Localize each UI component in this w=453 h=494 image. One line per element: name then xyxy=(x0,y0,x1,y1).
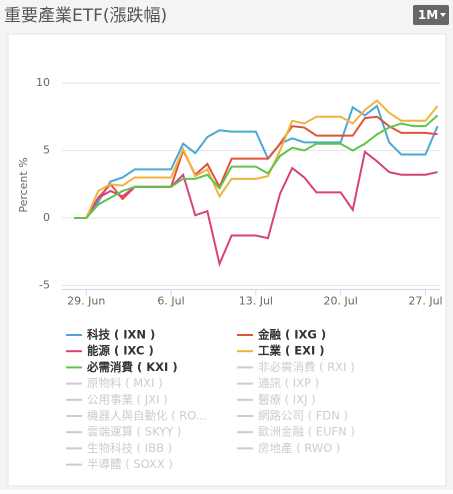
legend-item[interactable]: 通訊 ( IXP ) xyxy=(258,376,319,390)
legend-item[interactable]: 非必需消費 ( RXI ) xyxy=(258,360,355,374)
series-line xyxy=(74,99,439,219)
y-tick-label: 5 xyxy=(43,143,50,156)
legend-item[interactable]: 生物科技 ( IBB ) xyxy=(87,441,172,455)
x-tick-label: 20. Jul xyxy=(324,295,358,308)
legend-item[interactable]: 能源 ( IXC ) xyxy=(87,344,154,358)
x-tick-label: 27. Jul xyxy=(408,295,442,308)
series-line xyxy=(74,114,439,219)
title: 重要產業ETF(漲跌幅) xyxy=(4,6,167,26)
y-tick-label: -5 xyxy=(39,278,50,291)
legend-item[interactable]: 醫療 ( IXJ ) xyxy=(258,392,316,406)
y-tick-label: 0 xyxy=(43,211,50,224)
legend-item[interactable]: 雲端運算 ( SKYY ) xyxy=(87,425,181,439)
legend-item[interactable]: 機器人與自動化 ( RO... xyxy=(87,409,207,423)
dropdown-caret xyxy=(440,13,446,17)
y-axis-label: Percent % xyxy=(17,157,30,212)
series-line xyxy=(74,104,439,219)
x-tick-label: 6. Jul xyxy=(157,295,184,308)
chart-panel xyxy=(7,33,447,487)
y-tick-label: 10 xyxy=(36,76,50,89)
legend-item[interactable]: 房地產 ( RWO ) xyxy=(258,441,340,455)
x-tick-label: 29. Jun xyxy=(67,295,105,308)
legend-item[interactable]: 歐洲金融 ( EUFN ) xyxy=(258,425,355,439)
legend-item[interactable]: 半導體 ( SOXX ) xyxy=(87,457,173,471)
range-button[interactable] xyxy=(413,5,449,25)
legend-item[interactable]: 科技 ( IXN ) xyxy=(87,328,155,342)
legend-item[interactable]: 工業 ( EXI ) xyxy=(258,344,325,358)
legend-item[interactable]: 原物料 ( MXI ) xyxy=(87,376,163,390)
legend-item[interactable]: 公用事業 ( JXI ) xyxy=(87,392,168,406)
legend-item[interactable]: 必需消費 ( KXI ) xyxy=(86,360,178,374)
legend-item[interactable]: 金融 ( IXG ) xyxy=(257,328,326,342)
x-tick-label: 13. Jul xyxy=(239,295,273,308)
range-button-label[interactable]: 1M xyxy=(418,8,438,22)
legend-item[interactable]: 網路公司 ( FDN ) xyxy=(258,409,348,423)
